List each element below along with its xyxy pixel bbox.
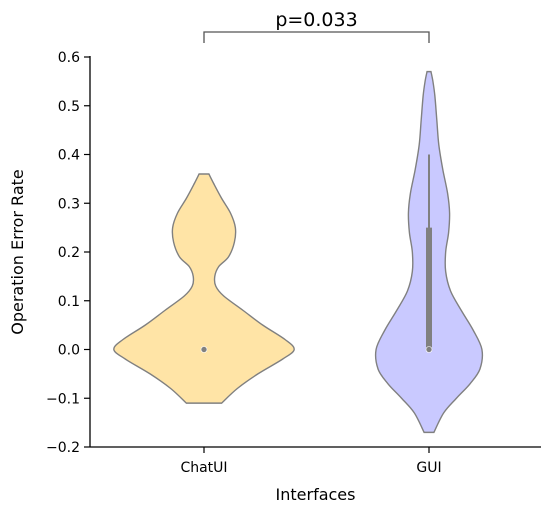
violin-chatui	[113, 173, 295, 404]
iqr-box-gui	[426, 227, 432, 350]
y-tick-label: 0.3	[58, 196, 80, 212]
y-tick-label: 0.5	[58, 99, 80, 115]
y-tick-label: 0.1	[58, 294, 80, 310]
y-tick-label: −0.1	[46, 391, 80, 407]
median-point-chatui	[200, 346, 208, 353]
x-axis-label: Interfaces	[276, 485, 356, 504]
y-tick-label: 0.0	[58, 343, 80, 359]
y-axis-label: Operation Error Rate	[8, 169, 27, 334]
significance-annotation: p=0.033	[275, 9, 357, 31]
y-tick-label: 0.6	[58, 50, 80, 66]
x-tick-label: GUI	[416, 460, 441, 476]
x-tick-label: ChatUI	[180, 460, 227, 476]
y-tick-label: 0.4	[58, 148, 80, 164]
significance-bracket	[203, 31, 430, 43]
median-point-gui	[425, 346, 433, 353]
y-tick-label: 0.2	[58, 245, 80, 261]
y-tick-label: −0.2	[46, 440, 80, 456]
